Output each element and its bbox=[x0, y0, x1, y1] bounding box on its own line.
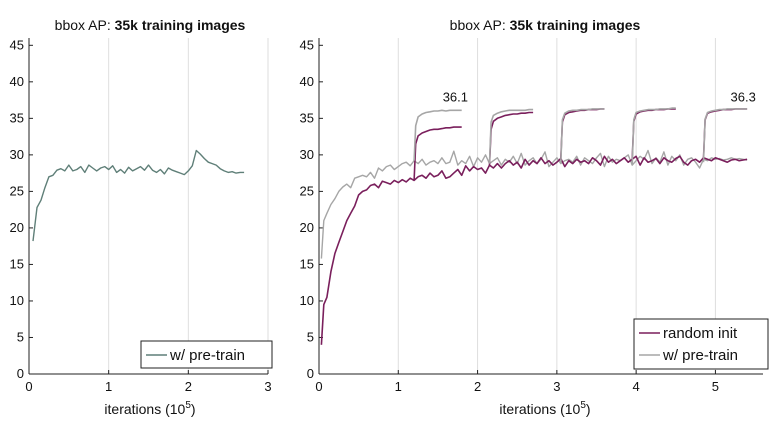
right-annotations: 36.1 36.3 bbox=[443, 90, 756, 105]
left-y-tick-label-3: 15 bbox=[10, 256, 24, 271]
right-x-tick-label-3: 3 bbox=[553, 379, 560, 394]
right-x-axis-label: iterations (105) bbox=[499, 400, 590, 417]
left-y-tick-label-0: 0 bbox=[17, 366, 24, 381]
right-grid bbox=[397, 38, 716, 374]
left-ticks: 0 5 10 15 20 25 30 35 40 45 0 1 2 3 bbox=[10, 37, 272, 394]
left-x-tick-label-2: 2 bbox=[185, 379, 192, 394]
left-axes bbox=[28, 38, 268, 375]
left-y-tick-label-1: 5 bbox=[17, 329, 24, 344]
right-x-tick-label-4: 4 bbox=[633, 379, 640, 394]
left-chart-title: bbox AP: 35k training images bbox=[55, 17, 246, 33]
right-chart-title: bbox AP: 35k training images bbox=[450, 17, 641, 33]
right-legend-box bbox=[633, 318, 769, 370]
right-x-tick-label-1: 1 bbox=[395, 379, 402, 394]
left-x-tick-label-3: 3 bbox=[264, 379, 271, 394]
right-x-tick-label-5: 5 bbox=[712, 379, 719, 394]
right-branch-line-1 bbox=[413, 109, 462, 161]
right-legend-label-1: w/ pre-train bbox=[662, 347, 738, 364]
left-y-tick-label-5: 25 bbox=[10, 183, 24, 198]
left-y-tick-label-9: 45 bbox=[10, 37, 24, 52]
left-y-tick-label-8: 40 bbox=[10, 74, 24, 89]
left-x-axis-label: iterations (105) bbox=[104, 400, 195, 417]
right-x-tick-label-2: 2 bbox=[474, 379, 481, 394]
right-legend-label-0: random init bbox=[663, 325, 738, 342]
right-legend: random init w/ pre-train bbox=[633, 318, 769, 370]
left-legend-label-0: w/ pre-train bbox=[169, 347, 245, 364]
right-y-tick-label-0: 0 bbox=[307, 366, 314, 381]
left-series bbox=[32, 149, 245, 242]
right-y-tick-label-4: 20 bbox=[300, 220, 314, 235]
right-branch-line-7 bbox=[631, 107, 676, 166]
left-y-tick-label-6: 30 bbox=[10, 147, 24, 162]
right-branch-line-4 bbox=[560, 108, 605, 159]
right-x-tick-label-0: 0 bbox=[315, 379, 322, 394]
right-y-tick-label-3: 15 bbox=[300, 256, 314, 271]
right-branch-line-8 bbox=[702, 108, 748, 159]
right-annotation-0: 36.1 bbox=[443, 90, 468, 105]
right-branch-line-6 bbox=[631, 108, 676, 160]
left-grid bbox=[108, 38, 269, 374]
left-legend: w/ pre-train bbox=[140, 340, 273, 369]
right-branch-line-9 bbox=[702, 108, 748, 163]
left-x-tick-label-1: 1 bbox=[105, 379, 112, 394]
right-series bbox=[320, 107, 748, 345]
right-branch-line-0 bbox=[413, 126, 462, 181]
left-y-tick-label-4: 20 bbox=[10, 220, 24, 235]
right-branch-line-2 bbox=[488, 111, 534, 166]
left-y-tick-label-7: 35 bbox=[10, 110, 24, 125]
left-y-tick-label-2: 10 bbox=[10, 293, 24, 308]
right-chart: bbox AP: 35k training images 05101520253… bbox=[300, 17, 769, 417]
right-y-tick-label-2: 10 bbox=[300, 293, 314, 308]
left-chart: bbox AP: 35k training images 05101520253… bbox=[10, 17, 273, 417]
right-y-tick-label-8: 40 bbox=[300, 74, 314, 89]
left-x-tick-label-0: 0 bbox=[25, 379, 32, 394]
right-annotation-1: 36.3 bbox=[731, 90, 756, 105]
right-y-tick-label-5: 25 bbox=[300, 183, 314, 198]
left-series-line-w-pre-train bbox=[32, 149, 245, 242]
right-branch-line-5 bbox=[560, 108, 605, 164]
right-y-tick-label-6: 30 bbox=[300, 147, 314, 162]
right-series-line-random-init bbox=[320, 155, 748, 345]
right-y-tick-label-1: 5 bbox=[307, 329, 314, 344]
right-series-line-w-pre-train bbox=[320, 149, 748, 259]
right-axes bbox=[318, 38, 763, 375]
right-branch-line-3 bbox=[488, 108, 534, 164]
right-y-tick-label-7: 35 bbox=[300, 110, 314, 125]
right-y-tick-label-9: 45 bbox=[300, 37, 314, 52]
